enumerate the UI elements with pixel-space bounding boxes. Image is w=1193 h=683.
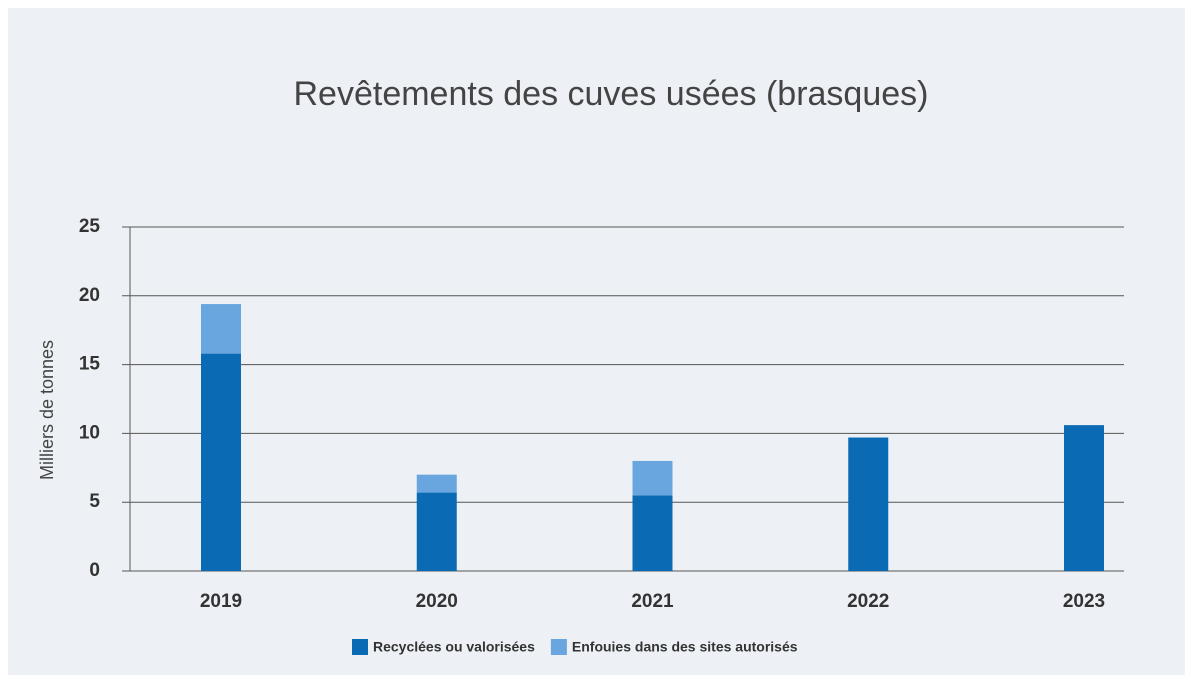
y-tick-label: 0 — [89, 560, 100, 581]
x-tick-label: 2022 — [847, 591, 889, 612]
legend-label: Enfouies dans des sites autorisés — [572, 639, 798, 655]
y-tick-label: 5 — [89, 491, 100, 512]
chart-title: Revêtements des cuves usées (brasques) — [294, 75, 929, 113]
bar-segment — [848, 437, 889, 571]
legend-swatch — [550, 639, 567, 655]
legend: Recyclées ou valorisées Enfouies dans des… — [352, 639, 798, 655]
y-tick-label: 25 — [79, 216, 101, 237]
x-tick-label: 2023 — [1063, 591, 1105, 612]
bar-segment — [416, 474, 457, 493]
legend-swatch — [352, 639, 368, 655]
x-tick-label: 2020 — [416, 591, 458, 612]
x-tick-label: 2021 — [631, 591, 674, 612]
y-tick-label: 20 — [79, 285, 100, 306]
bar-segment — [632, 495, 673, 571]
x-tick-label: 2019 — [200, 591, 242, 612]
bar-segment — [201, 353, 241, 571]
y-axis-label: Milliers de tonnes — [37, 340, 57, 480]
y-tick-label: 10 — [79, 422, 100, 443]
bar-segment — [416, 492, 457, 571]
y-tick-label: 15 — [79, 354, 101, 375]
bar-segment — [201, 304, 241, 354]
legend-label: Recyclées ou valorisées — [373, 639, 535, 655]
bar-segment — [632, 460, 673, 496]
bar-segment — [1064, 425, 1104, 571]
